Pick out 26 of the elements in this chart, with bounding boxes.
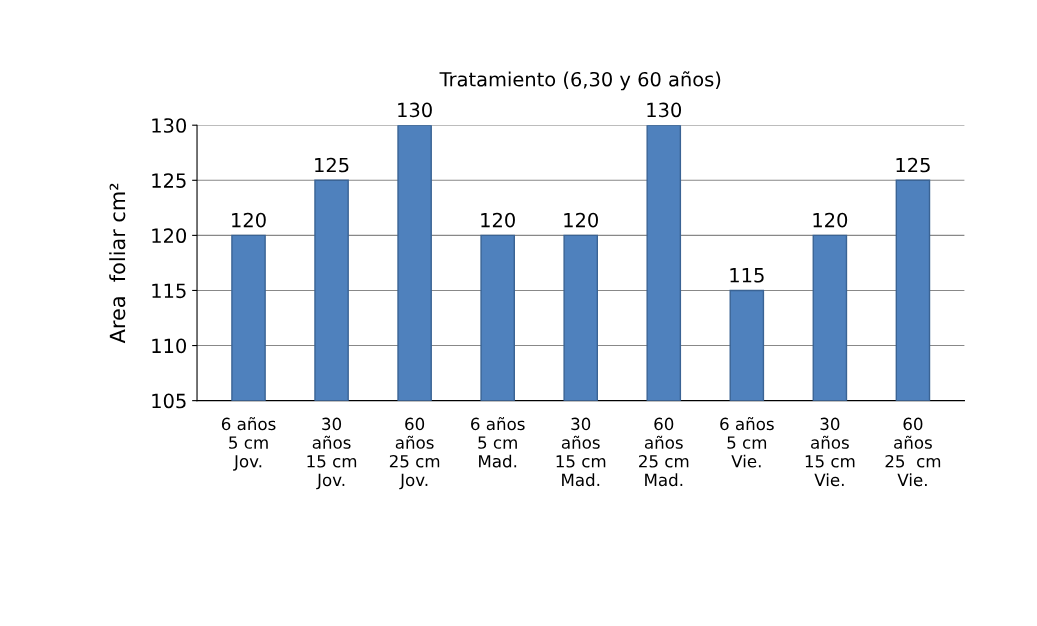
data-label: 125 xyxy=(315,157,349,173)
data-label: 130 xyxy=(398,102,432,118)
x-tick-label: 6 años 5 cm Mad. xyxy=(471,417,525,468)
x-tick-label: 30 años 15 cm Jov. xyxy=(307,417,357,490)
data-label: 130 xyxy=(647,102,682,118)
y-tick-label: 130 xyxy=(152,118,187,133)
y-tick-label: 125 xyxy=(152,173,186,188)
y-axis-title: Area foliar cm² xyxy=(109,183,126,344)
y-tick-label: 105 xyxy=(152,393,186,409)
data-label: 120 xyxy=(564,212,598,228)
x-tick-label: 60 años 25 cm Mad. xyxy=(639,417,689,487)
x-tick-label: 60 años 25 cm Vie. xyxy=(885,417,941,487)
x-tick-label: 30 años 15 cm Vie. xyxy=(805,417,855,487)
x-tick-label: 60 años 25 cm Jov. xyxy=(389,417,440,490)
y-tick-label: 115 xyxy=(152,283,186,299)
x-tick-label: 30 años 15 cm Mad. xyxy=(556,417,606,487)
y-tick-label: 110 xyxy=(152,338,187,354)
data-label: 125 xyxy=(896,157,930,173)
y-tick-label: 120 xyxy=(152,228,187,244)
data-label: 120 xyxy=(232,212,266,228)
data-label: 120 xyxy=(813,212,848,228)
x-tick-label: 6 años 5 cm Jov. xyxy=(221,417,276,471)
chart-title: Tratamiento (6,30 y 60 años) xyxy=(439,71,721,91)
data-label: 120 xyxy=(481,212,515,228)
data-label: 115 xyxy=(730,268,764,283)
x-tick-label: 6 años 5 cm Vie. xyxy=(720,417,774,468)
